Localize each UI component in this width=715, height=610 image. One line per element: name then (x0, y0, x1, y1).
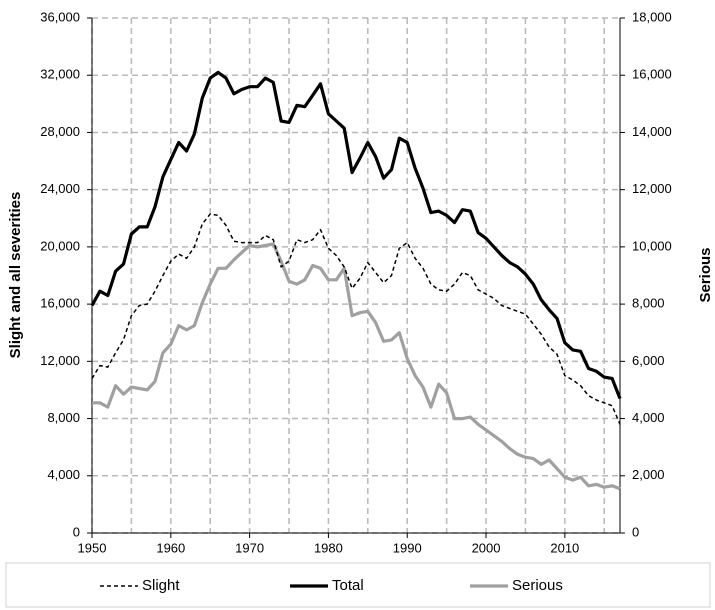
y-tick-label: 36,000 (40, 9, 80, 24)
y-tick-label: 20,000 (40, 238, 80, 253)
y2-tick-label: 12,000 (632, 181, 672, 196)
series-line (92, 242, 621, 491)
x-tick-label: 2010 (550, 540, 579, 555)
y-tick-label: 12,000 (40, 353, 80, 368)
legend-label: Slight (142, 577, 180, 594)
x-tick-label: 1980 (314, 540, 343, 555)
y2-axis-label: Serious (697, 247, 714, 302)
x-tick-label: 2000 (472, 540, 501, 555)
y2-tick-label: 4,000 (632, 410, 665, 425)
y2-tick-label: 6,000 (632, 353, 665, 368)
y-tick-label: 32,000 (40, 67, 80, 82)
series-line (91, 213, 621, 425)
y-tick-label: 0 (73, 524, 80, 539)
y2-tick-label: 18,000 (632, 9, 672, 24)
y2-tick-label: 10,000 (632, 238, 672, 253)
y-tick-label: 28,000 (40, 124, 80, 139)
y-tick-label: 24,000 (40, 181, 80, 196)
x-tick-label: 1960 (156, 540, 185, 555)
x-tick-label: 1970 (235, 540, 264, 555)
x-tick-label: 1990 (393, 540, 422, 555)
y2-tick-label: 0 (632, 524, 639, 539)
series-line (90, 70, 622, 400)
legend-box (5, 562, 711, 608)
y2-tick-label: 16,000 (632, 67, 672, 82)
y2-tick-label: 14,000 (632, 124, 672, 139)
y-tick-label: 16,000 (40, 296, 80, 311)
legend-label: Serious (512, 577, 563, 594)
y-axis-label: Slight and all severities (7, 192, 24, 359)
y-tick-label: 8,000 (47, 410, 80, 425)
y2-tick-label: 8,000 (632, 296, 665, 311)
legend-label: Total (332, 577, 364, 594)
y2-tick-label: 2,000 (632, 467, 665, 482)
x-tick-label: 1950 (78, 540, 107, 555)
y-tick-label: 4,000 (47, 467, 80, 482)
